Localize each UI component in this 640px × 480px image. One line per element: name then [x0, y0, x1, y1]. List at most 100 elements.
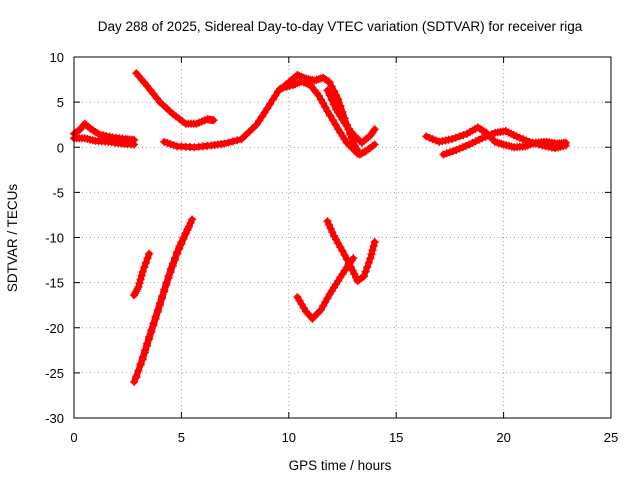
- data-point: [248, 124, 257, 133]
- data-point: [451, 133, 460, 142]
- data-point: [136, 275, 145, 284]
- x-axis-label: GPS time / hours: [289, 458, 392, 473]
- x-tick-label: 15: [389, 430, 403, 445]
- y-tick-label: -20: [45, 321, 64, 336]
- data-point: [268, 95, 277, 104]
- y-tick-label: 0: [57, 140, 64, 155]
- data-point: [143, 81, 152, 90]
- data-point: [328, 228, 337, 237]
- data-point: [328, 116, 337, 125]
- data-point: [130, 140, 139, 149]
- data-point: [143, 339, 152, 348]
- data-point: [342, 255, 351, 264]
- y-tick-label: -25: [45, 366, 64, 381]
- data-point: [245, 127, 254, 136]
- data-point: [366, 254, 375, 263]
- data-point: [327, 95, 336, 104]
- x-tick-label: 5: [178, 430, 185, 445]
- data-point: [162, 278, 171, 287]
- data-point: [338, 247, 347, 256]
- data-point: [149, 319, 158, 328]
- series-track-e: [276, 77, 362, 158]
- data-point: [331, 120, 340, 129]
- data-point: [233, 136, 242, 145]
- data-point: [143, 254, 152, 263]
- data-point: [325, 91, 334, 100]
- data-point: [344, 259, 353, 268]
- series-track-k: [132, 224, 192, 382]
- data-point: [140, 263, 149, 272]
- data-point: [158, 292, 167, 301]
- data-point: [361, 267, 370, 276]
- data-point: [209, 116, 218, 125]
- data-point: [188, 215, 197, 224]
- data-point: [160, 285, 169, 294]
- data-point: [173, 248, 182, 257]
- data-point: [132, 373, 141, 382]
- series-track-c: [132, 69, 218, 128]
- data-point: [324, 77, 333, 86]
- y-tick-label: -5: [52, 185, 64, 200]
- data-point: [145, 332, 154, 341]
- series-track-h: [439, 127, 570, 159]
- data-point: [255, 116, 264, 125]
- data-point: [153, 305, 162, 314]
- data-point: [327, 82, 336, 91]
- grid-layer: [74, 57, 611, 418]
- data-point: [146, 85, 155, 94]
- y-tick-label: -10: [45, 231, 64, 246]
- data-point: [370, 140, 379, 149]
- data-point: [136, 359, 145, 368]
- data-point: [363, 263, 372, 272]
- data-point: [147, 326, 156, 335]
- data-point: [149, 90, 158, 99]
- data-point: [155, 298, 164, 307]
- data-point: [455, 132, 464, 141]
- data-point: [364, 258, 373, 267]
- series-track-m: [323, 217, 379, 285]
- x-tick-label: 25: [604, 430, 618, 445]
- data-point: [459, 131, 468, 140]
- data-point: [368, 246, 377, 255]
- data-point: [140, 346, 149, 355]
- data-point: [260, 108, 269, 117]
- series-track-b: [70, 134, 139, 149]
- series-track-f: [323, 86, 379, 147]
- data-point: [170, 253, 179, 262]
- tick-layer: 0 5 10 15 20 25 10 5 0 -5 -10 -15 -20 -25 -30: [45, 50, 618, 445]
- data-point: [369, 242, 378, 251]
- y-tick-label: -15: [45, 276, 64, 291]
- data-point: [257, 112, 266, 121]
- data-point: [448, 135, 457, 144]
- data-point: [241, 131, 250, 140]
- x-tick-label: 10: [282, 430, 296, 445]
- data-point: [137, 271, 146, 280]
- y-axis-label: SDTVAR / TECUs: [5, 184, 20, 293]
- data-point: [263, 104, 272, 113]
- series-track-l: [293, 254, 358, 323]
- data-point: [323, 86, 332, 95]
- data-point: [141, 258, 150, 267]
- data-point: [168, 259, 177, 268]
- data-point: [186, 219, 195, 228]
- data-point: [138, 353, 147, 362]
- data-point: [561, 141, 570, 150]
- x-tick-label: 0: [70, 430, 77, 445]
- y-tick-label: 5: [57, 95, 64, 110]
- series-track-i: [130, 249, 154, 300]
- data-point: [325, 220, 334, 229]
- data-point: [164, 271, 173, 280]
- data-point: [151, 312, 160, 321]
- data-point: [135, 279, 144, 288]
- data-point: [177, 238, 186, 247]
- data-point: [370, 238, 379, 247]
- data-point: [266, 100, 275, 109]
- data-point: [220, 139, 229, 148]
- data-point: [359, 272, 368, 281]
- data-point: [166, 265, 175, 274]
- data-point: [349, 254, 358, 263]
- y-tick-label: -30: [45, 411, 64, 426]
- data-layer: [70, 69, 570, 386]
- data-point: [175, 242, 184, 251]
